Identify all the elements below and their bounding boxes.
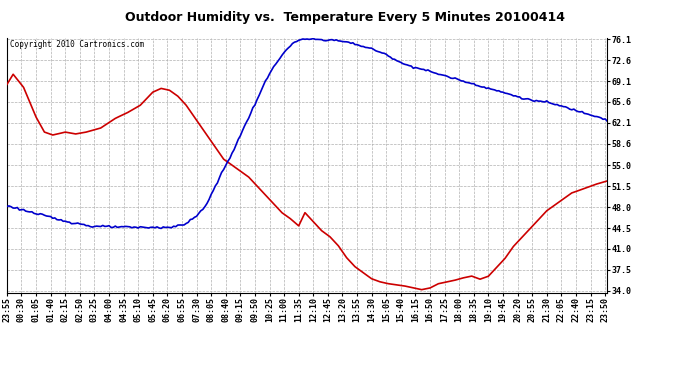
Text: Copyright 2010 Cartronics.com: Copyright 2010 Cartronics.com	[10, 40, 144, 49]
Text: Outdoor Humidity vs.  Temperature Every 5 Minutes 20100414: Outdoor Humidity vs. Temperature Every 5…	[125, 11, 565, 24]
